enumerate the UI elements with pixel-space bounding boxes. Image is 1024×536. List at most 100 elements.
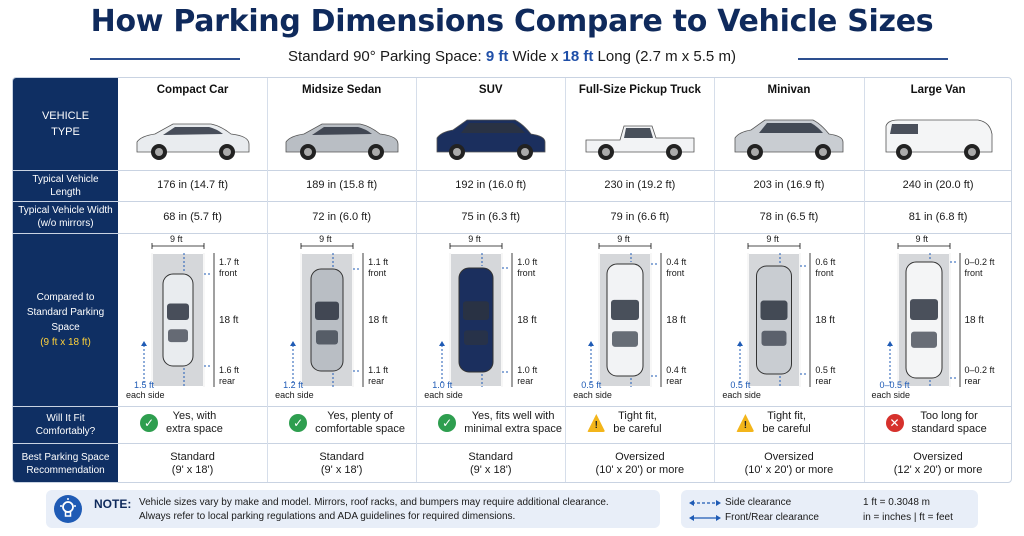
space-width-label: 9 ft (766, 234, 779, 244)
x-icon: ✕ (885, 414, 904, 432)
side-clearance-arrow-icon (689, 500, 721, 506)
recommendation-size: (9' x 18') (171, 464, 214, 476)
vehicle-length: 176 in (14.7 ft) (157, 179, 229, 191)
parking-recommendation: Oversized (10' x 20') or more (714, 446, 863, 482)
front-clearance-word: front (666, 268, 685, 278)
row-label-vehicle-type: VEHICLE TYPE (13, 78, 118, 170)
front-clearance-word: front (517, 268, 536, 278)
vehicle-length: 230 in (19.2 ft) (604, 179, 676, 191)
front-clearance-word: front (964, 268, 983, 278)
vehicle-length: 240 in (20.0 ft) (902, 179, 974, 191)
rear-clearance-value: 1.6 ft (219, 365, 240, 375)
rear-clearance-value: 0.5 ft (815, 365, 836, 375)
vehicle-width: 79 in (6.6 ft) (610, 210, 670, 223)
fit-assessment: ✓ Yes, fits well with minimal extra space (438, 410, 562, 436)
recommendation-type: Oversized (615, 451, 665, 463)
vehicle-image (285, 123, 399, 160)
recommendation-size: (9' x 18') (320, 464, 363, 476)
side-clearance-word: each side (275, 390, 314, 400)
parking-space-diagram (737, 243, 811, 388)
row-separator (13, 443, 1011, 444)
fit-line-2: be careful (762, 423, 811, 435)
rear-clearance-word: rear (815, 376, 832, 386)
parking-space-diagram (886, 243, 960, 388)
page-title: How Parking Dimensions Compare to Vehicl… (90, 4, 934, 39)
subtitle-length: 18 ft (562, 48, 594, 65)
front-clearance-word: front (219, 268, 238, 278)
recommendation-size: (12' x 20') or more (893, 464, 983, 476)
fit-line-1: Too long for (920, 410, 978, 422)
vehicle-name: Compact Car (156, 84, 229, 96)
legend-box: Side clearance Front/Rear clearance 1 ft… (681, 490, 978, 528)
fit-assessment: ✓ Yes, plenty of comfortable space (289, 410, 405, 436)
recommendation-size: (10' x 20') or more (595, 464, 685, 476)
column-separator (267, 78, 268, 482)
space-length-label: 18 ft (815, 315, 835, 326)
space-length-label: 18 ft (368, 315, 388, 326)
row-label-fit: Will It Fit Comfortably? (13, 406, 118, 443)
space-width-label: 9 ft (170, 234, 183, 244)
vehicle-width: 68 in (5.7 ft) (163, 210, 222, 223)
row-separator (13, 406, 1011, 407)
row-separator (13, 233, 1011, 234)
fit-line-1: Tight fit, (618, 410, 657, 422)
vehicle-width: 72 in (6.0 ft) (312, 210, 371, 223)
vehicle-image (734, 119, 844, 160)
front-clearance-value: 1.0 ft (517, 257, 538, 267)
vehicle-image (436, 119, 546, 160)
row-label-vehicle-type-text: VEHICLE TYPE (41, 110, 90, 138)
subtitle-suffix: Long (2.7 m x 5.5 m) (593, 48, 736, 65)
row-label-length: Typical Vehicle Length (13, 170, 118, 201)
fit-text: Too long for standard space (912, 410, 987, 436)
column-separator (864, 78, 865, 482)
row-label-width: Typical Vehicle Width (w/o mirrors) (13, 201, 118, 233)
subtitle-row: Standard 90° Parking Space: 9 ft Wide x … (0, 48, 1024, 70)
check-icon: ✓ (289, 414, 308, 432)
row-label-length-text: Typical Vehicle Length (32, 173, 99, 198)
subtitle-prefix: Standard 90° Parking Space: (288, 48, 486, 65)
vehicle-name: Large Van (910, 84, 966, 96)
recommendation-size: (9' x 18') (469, 464, 512, 476)
comparison-table: VEHICLE TYPE Typical Vehicle Length Typi… (12, 77, 1012, 483)
column-separator (565, 78, 566, 482)
fit-assessment: ! Tight fit, be careful (587, 410, 662, 436)
rear-clearance-word: rear (517, 376, 534, 386)
note-label: NOTE: (94, 497, 132, 511)
row-label-recommend-text: Best Parking Space Recommendation (21, 451, 110, 476)
vehicle-width: 75 in (6.3 ft) (461, 210, 521, 223)
vehicle-name: SUV (478, 84, 503, 96)
fit-line-1: Tight fit, (767, 410, 806, 422)
fit-assessment: ! Tight fit, be careful (736, 410, 811, 436)
fit-assessment: ✕ Too long for standard space (885, 410, 987, 436)
fit-line-2: minimal extra space (464, 423, 563, 435)
side-clearance-value: 0.5 ft (581, 380, 602, 390)
warning-icon: ! (587, 414, 606, 432)
lightbulb-icon (54, 495, 82, 523)
fit-text: Yes, fits well with minimal extra space (464, 410, 562, 436)
parking-recommendation: Standard (9' x 18') (416, 446, 565, 482)
vehicle-name: Minivan (767, 84, 811, 96)
parking-space-diagram (588, 243, 662, 388)
rear-clearance-value: 1.0 ft (517, 365, 538, 375)
rear-clearance-value: 0–0.2 ft (964, 365, 995, 375)
row-label-width-text: Typical Vehicle Width (w/o mirrors) (18, 205, 113, 229)
row-header-column (13, 78, 118, 482)
row-separator (13, 170, 1011, 171)
side-clearance-word: each side (126, 390, 165, 400)
note-line-1: Vehicle sizes vary by make and model. Mi… (139, 497, 609, 508)
vehicle-length: 189 in (15.8 ft) (306, 179, 378, 191)
row-label-fit-text: Will It Fit Comfortably? (35, 412, 96, 437)
front-clearance-word: front (815, 268, 834, 278)
subtitle: Standard 90° Parking Space: 9 ft Wide x … (0, 48, 1024, 65)
unit-conversion: 1 ft = 0.3048 m (863, 497, 930, 508)
space-length-label: 18 ft (219, 315, 239, 326)
fit-text: Yes, plenty of comfortable space (315, 410, 405, 436)
front-rear-clearance-arrow-icon (689, 515, 721, 521)
side-clearance-value: 1.0 ft (432, 380, 453, 390)
note-line-2: Always refer to local parking regulation… (139, 511, 516, 522)
front-clearance-value: 0.4 ft (666, 257, 687, 267)
vehicle-length: 192 in (16.0 ft) (455, 179, 527, 191)
recommendation-type: Standard (170, 451, 215, 463)
row-label-compared-text: Compared to Standard Parking Space (26, 291, 105, 333)
vehicle-image (136, 123, 249, 160)
